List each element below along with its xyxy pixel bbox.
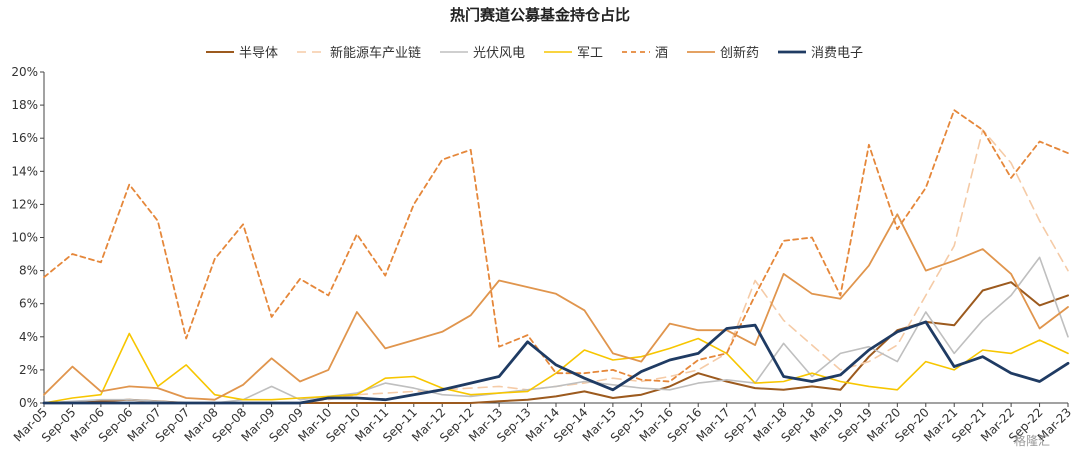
legend-label-0: 半导体 [239, 46, 278, 61]
y-tick-label: 14% [11, 164, 38, 178]
legend-label-6: 消费电子 [811, 46, 863, 61]
y-tick-label: 2% [19, 363, 38, 377]
y-tick-label: 20% [11, 65, 38, 79]
legend-label-1: 新能源车产业链 [330, 45, 421, 61]
legend: 半导体 新能源车产业链 光伏风电 军工 酒 创新药 消费电子 [206, 45, 863, 61]
y-tick-label: 8% [19, 264, 38, 278]
legend-label-4: 酒 [655, 46, 668, 61]
y-tick-label: 0% [19, 396, 38, 410]
series-line-5 [43, 213, 1069, 401]
watermark-text: 格隆汇 [1014, 433, 1050, 448]
series-line-6 [42, 320, 1070, 405]
series-layer [42, 109, 1070, 405]
series-line-0 [43, 281, 1069, 404]
series-line-4 [43, 109, 1069, 383]
y-tick-label: 10% [11, 231, 38, 245]
legend-label-5: 创新药 [720, 45, 759, 61]
legend-label-2: 光伏风电 [473, 46, 525, 61]
y-tick-label: 12% [11, 197, 38, 211]
y-tick-label: 16% [11, 131, 38, 145]
series-line-3 [43, 332, 1069, 404]
series-line-2 [43, 256, 1069, 404]
legend-label-3: 军工 [577, 46, 603, 61]
chart-title: 热门赛道公募基金持仓占比 [450, 6, 630, 24]
y-tick-label: 6% [19, 297, 38, 311]
series-line-1 [43, 129, 1069, 404]
y-tick-label: 18% [11, 98, 38, 112]
y-tick-label: 4% [19, 330, 38, 344]
